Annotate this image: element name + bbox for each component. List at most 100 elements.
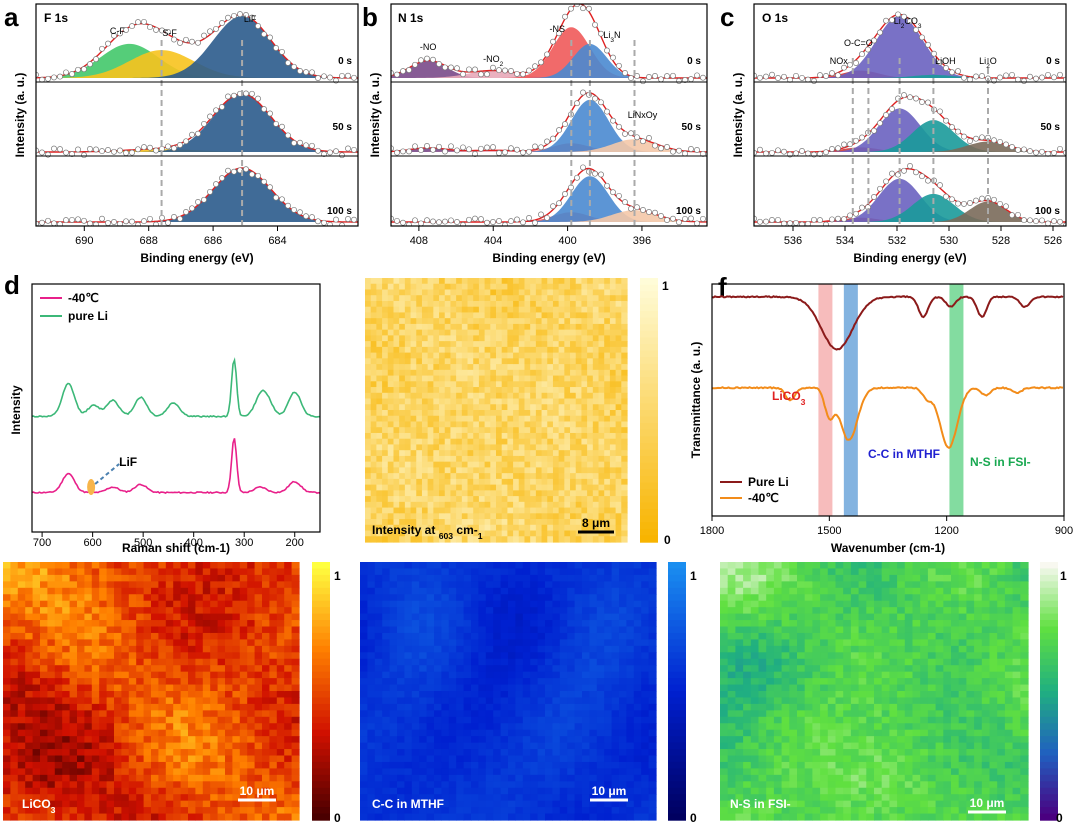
data-point-a <box>45 75 51 82</box>
heatmap-cell <box>99 600 108 608</box>
heatmap-cell <box>387 392 395 400</box>
heatmap-cell <box>10 639 19 647</box>
data-point-b <box>391 215 394 222</box>
heatmap-cell <box>410 398 417 405</box>
heatmap-cell <box>376 432 383 440</box>
heatmap-cell <box>461 329 469 336</box>
heatmap-cell <box>387 455 395 463</box>
data-point-c <box>841 141 847 148</box>
heatmap-cell <box>598 484 605 491</box>
heatmap-cell <box>136 768 145 776</box>
heatmap-cell <box>448 607 457 615</box>
heatmap-cell <box>247 587 256 595</box>
heatmap-cell <box>99 749 108 757</box>
heatmap-cell <box>367 632 376 640</box>
heatmap-cell <box>254 639 263 647</box>
heatmap-cell <box>360 607 368 615</box>
heatmap-cell <box>450 335 457 342</box>
heatmap-cell <box>598 358 605 365</box>
heatmap-cell <box>604 375 611 382</box>
heatmap-cell <box>615 283 622 291</box>
heatmap-cell <box>393 283 400 291</box>
heatmap-cell <box>478 346 486 354</box>
heatmap-cell <box>382 519 389 526</box>
heatmap-cell <box>518 496 526 503</box>
heatmap-cell <box>450 484 457 491</box>
heatmap-cell <box>128 729 137 737</box>
heatmap-cell <box>291 774 300 782</box>
heatmap-cell <box>507 496 514 503</box>
heatmap-cell <box>598 519 605 526</box>
data-point-b <box>460 222 466 226</box>
heatmap-cell <box>397 807 405 815</box>
heatmap-cell <box>151 678 159 686</box>
heatmap-cell <box>210 787 219 795</box>
data-point-a <box>225 167 231 174</box>
heatmap-cell <box>448 742 457 750</box>
heatmap-cell <box>541 524 548 532</box>
heatmap-cell <box>564 289 571 296</box>
heatmap-cell <box>541 318 548 325</box>
heatmap-cell <box>69 639 78 647</box>
data-point-a <box>57 73 63 80</box>
heatmap-cell <box>558 346 565 354</box>
heatmap-cell <box>598 300 605 308</box>
heatmap-cell <box>456 678 465 686</box>
heatmap-cell <box>188 691 196 699</box>
heatmap-cell <box>47 581 56 589</box>
heatmap-cell <box>158 671 167 679</box>
heatmap-cell <box>444 404 452 411</box>
heatmap-cell <box>269 665 278 673</box>
heatmap-cell <box>530 318 537 325</box>
heatmap-cell <box>456 455 463 463</box>
heatmap-cell <box>84 607 93 615</box>
heatmap-cell <box>419 716 428 724</box>
heatmap-cell <box>609 467 617 474</box>
data-point-b <box>694 72 700 79</box>
heatmap-cell <box>269 652 278 660</box>
data-point-c <box>901 167 907 174</box>
heatmap-cell <box>478 536 486 543</box>
heatmap-cell <box>195 594 204 602</box>
heatmap-cell <box>382 768 391 776</box>
heatmap-cell <box>404 716 413 724</box>
heatmap-cell <box>54 600 63 608</box>
heatmap-cell <box>367 697 376 705</box>
heatmap-cell <box>450 410 457 417</box>
heatmap-cell <box>467 283 474 291</box>
data-point-a <box>165 143 171 150</box>
heatmap-cell <box>604 295 611 302</box>
heatmap-cell <box>188 813 196 821</box>
heatmap-cell <box>552 295 560 302</box>
heatmap-cell <box>419 723 428 731</box>
heatmap-cell <box>217 691 226 699</box>
heatmap-cell <box>84 794 93 802</box>
heatmap-cell <box>32 652 41 660</box>
heatmap-cell <box>456 600 465 608</box>
heatmap-cell <box>598 473 605 480</box>
heatmap-cell <box>143 742 152 750</box>
heatmap-cell <box>382 501 389 509</box>
data-point-b <box>448 143 454 150</box>
heatmap-cell <box>541 484 548 491</box>
heatmap-cell <box>541 427 548 434</box>
heatmap-cell <box>518 473 526 480</box>
heatmap-cell <box>47 684 56 692</box>
heatmap-cell <box>239 800 248 808</box>
heatmap-cell <box>173 620 182 628</box>
heatmap-cell <box>370 352 377 359</box>
heatmap-cell <box>524 496 531 503</box>
data-point-a <box>327 221 333 226</box>
heatmap-cell <box>564 341 571 348</box>
heatmap-cell <box>210 645 219 653</box>
data-point-a <box>135 19 141 26</box>
heatmap-cell <box>410 404 417 411</box>
heatmap-cell <box>393 478 400 486</box>
heatmap-cell <box>461 335 469 342</box>
heatmap-cell <box>448 581 457 589</box>
heatmap-cell <box>165 755 174 763</box>
heatmap-cell <box>84 813 93 821</box>
heatmap-cell <box>496 306 503 314</box>
data-point-b <box>676 78 682 84</box>
heatmap-cell <box>143 632 152 640</box>
